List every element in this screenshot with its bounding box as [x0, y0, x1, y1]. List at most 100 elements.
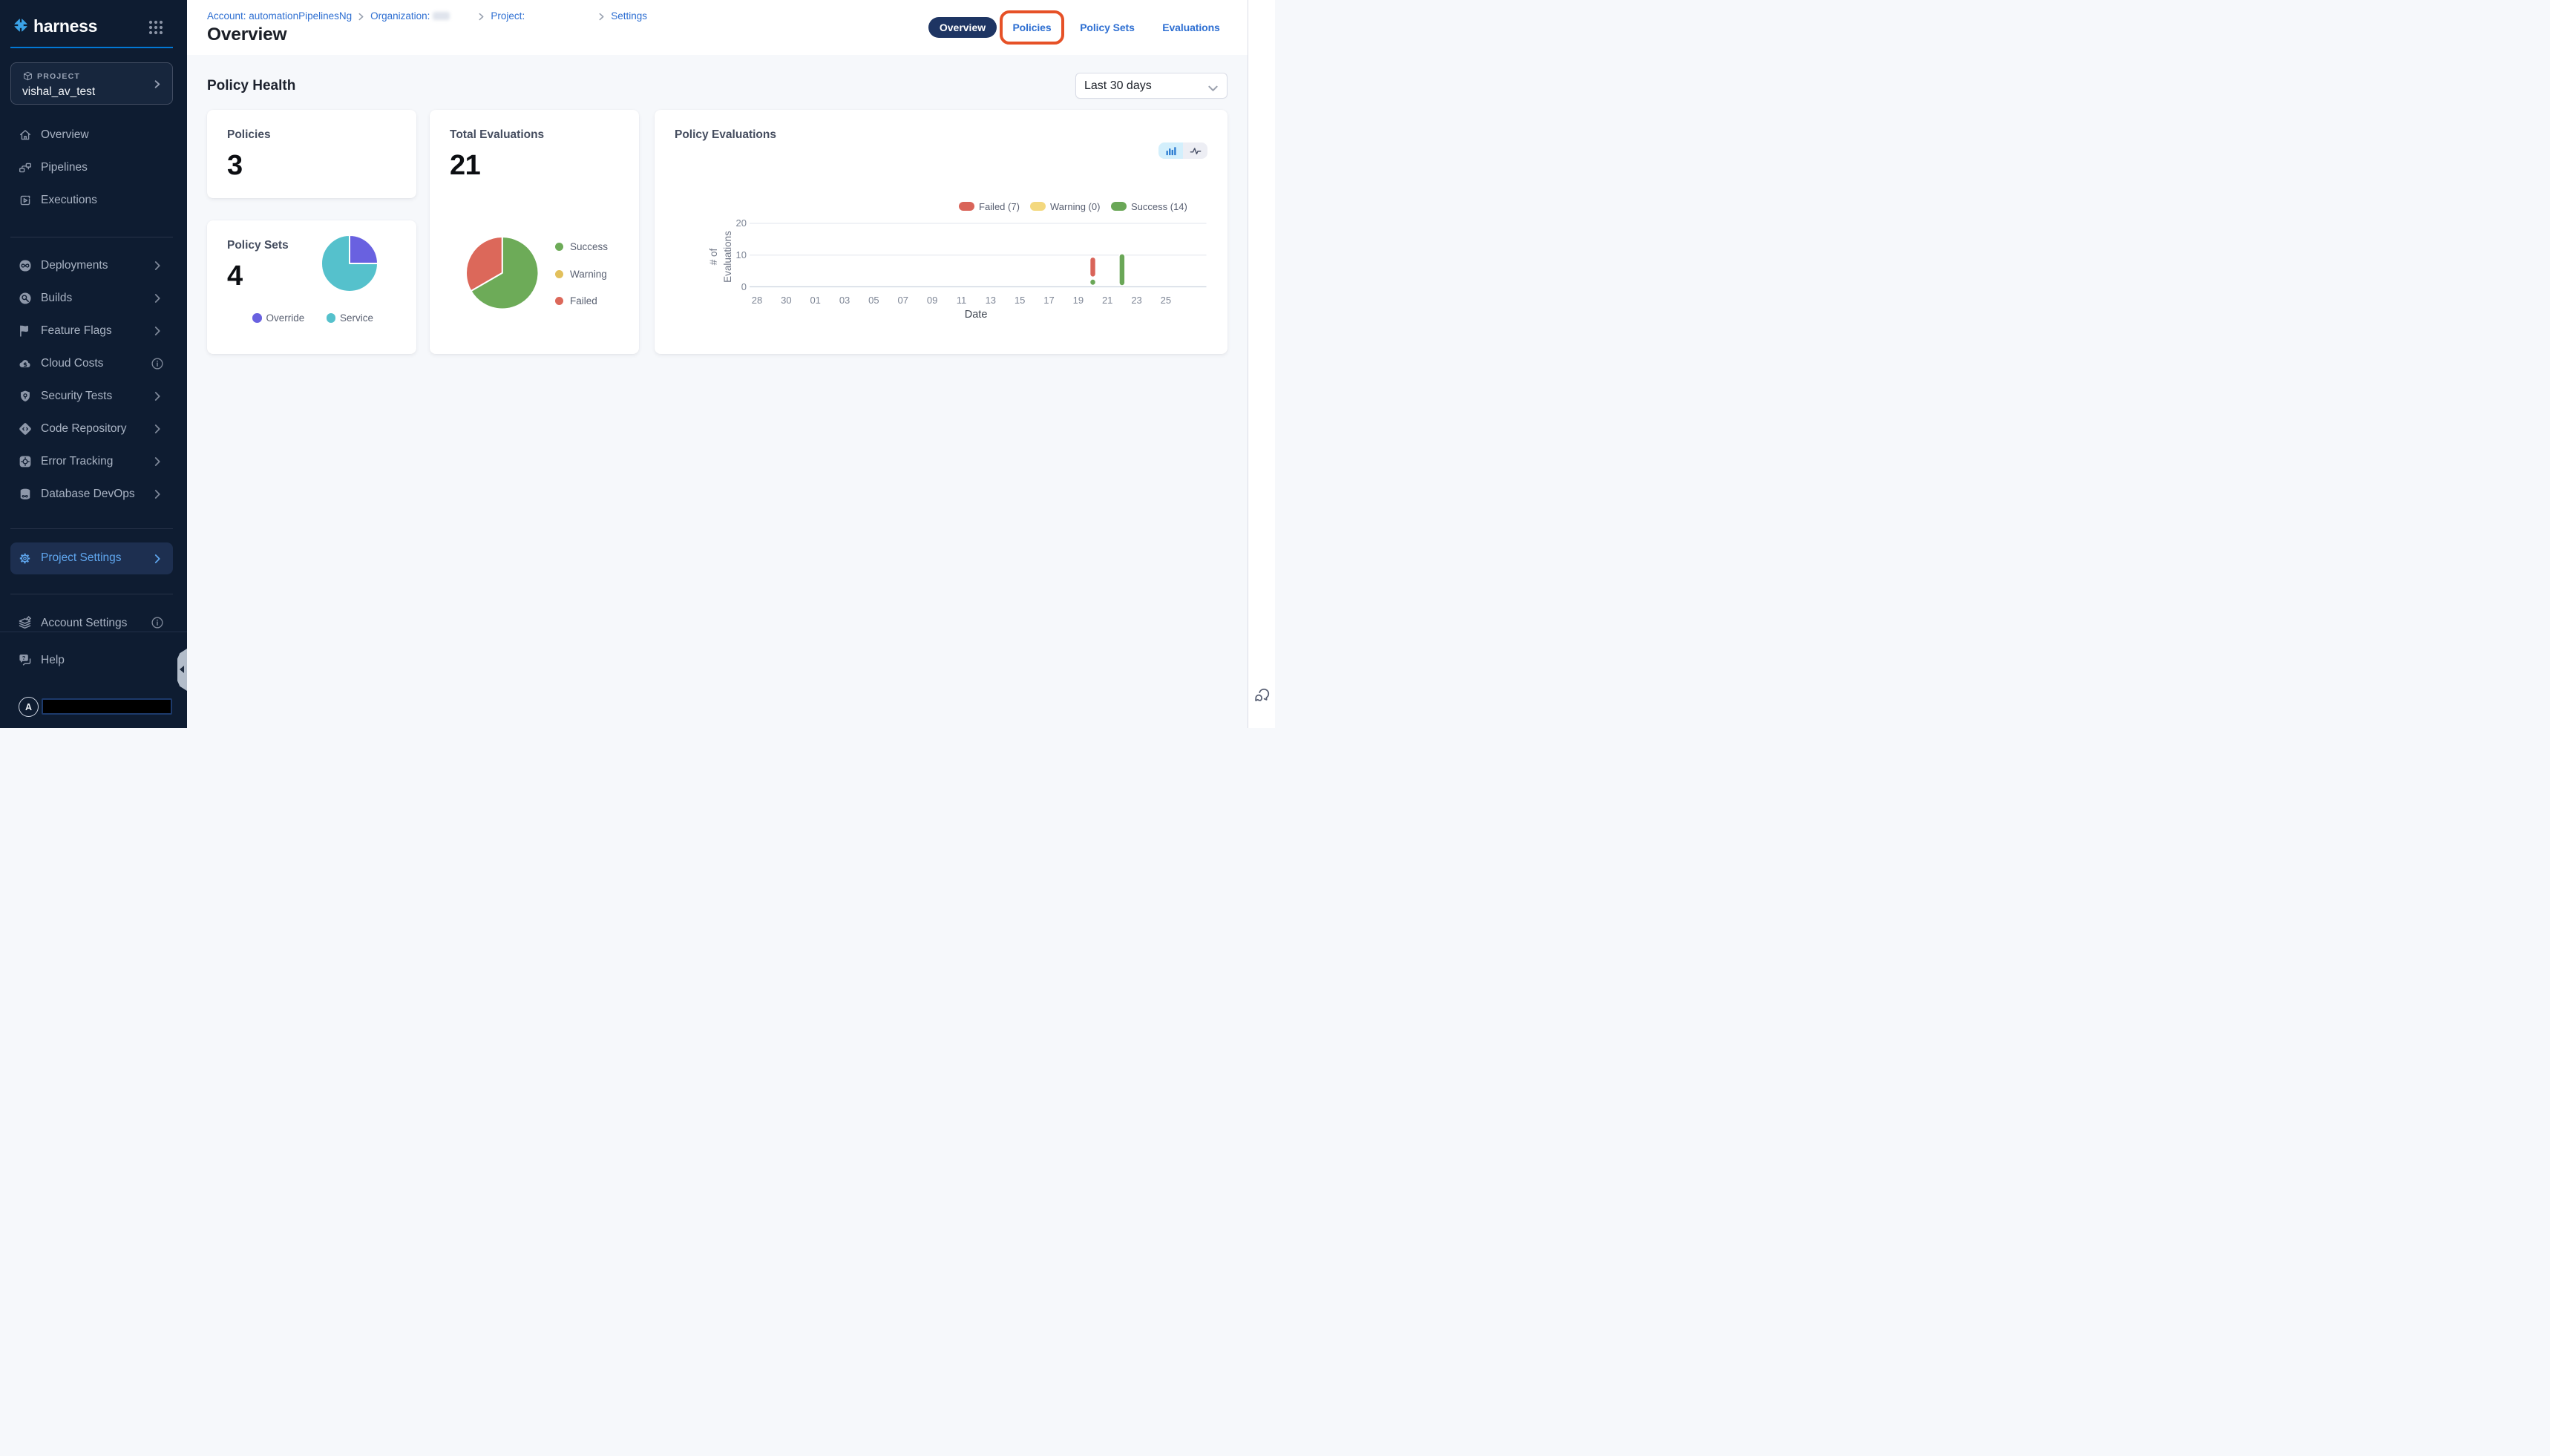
app-grid-icon[interactable] — [148, 19, 164, 36]
total-evaluations-card: Total Evaluations 21 Success Warning Faile… — [430, 110, 639, 354]
line-chart-toggle-button[interactable] — [1183, 142, 1207, 159]
legend-dot — [326, 313, 335, 323]
layers-gear-icon — [18, 616, 32, 630]
sidebar-item-error-tracking[interactable]: Error Tracking — [0, 445, 187, 478]
tab-evaluations[interactable]: Evaluations — [1162, 22, 1220, 33]
x-tick-label: 30 — [781, 295, 792, 306]
legend-item-success[interactable]: Success — [555, 241, 608, 252]
avatar[interactable]: A — [19, 697, 39, 717]
bar-chart-icon — [1166, 146, 1176, 155]
sidebar-item-label: Executions — [41, 194, 97, 206]
sidebar-item-project-settings[interactable]: Project Settings — [10, 542, 173, 574]
legend-item-failed-7-[interactable]: Failed (7) — [959, 200, 1020, 212]
date-range-select[interactable]: Last 30 days — [1075, 73, 1228, 99]
chevron-right-icon — [151, 259, 164, 272]
pipelines-icon — [19, 161, 32, 174]
sidebar-item-label: Deployments — [41, 259, 108, 272]
bar-success-day20 — [1089, 278, 1097, 286]
info-icon — [151, 616, 164, 629]
legend-item-warning[interactable]: Warning — [555, 269, 607, 280]
pie-slice-success — [470, 235, 540, 310]
legend-pill — [1111, 201, 1127, 211]
breadcrumb-chevron-icon — [599, 12, 604, 20]
legend-dot — [555, 297, 563, 305]
legend-item-service[interactable]: Service — [326, 312, 373, 324]
error-tracking-icon — [19, 455, 32, 468]
sidebar-item-label: Code Repository — [41, 422, 127, 435]
legend-label: Override — [266, 312, 305, 324]
chat-bubbles-icon[interactable] — [1253, 688, 1271, 705]
x-tick-label: 21 — [1101, 295, 1113, 306]
sidebar-item-label: Builds — [41, 292, 73, 304]
sidebar-nav-modules: Deployments Builds Feature Flags Cloud Cost… — [0, 249, 187, 511]
pie-slice-service — [321, 234, 378, 292]
sidebar-item-deployments[interactable]: Deployments — [0, 249, 187, 282]
legend-item-override[interactable]: Override — [252, 312, 304, 324]
chevron-right-icon — [151, 390, 164, 403]
sidebar-item-overview[interactable]: Overview — [0, 119, 187, 151]
legend-dot — [555, 269, 563, 278]
gear-icon — [19, 552, 31, 565]
x-tick-label: 25 — [1160, 295, 1172, 306]
sidebar: harness PROJECT vishal_av_test Overview P… — [0, 0, 187, 728]
y-tick-label: 10 — [735, 249, 747, 260]
database-devops-icon — [19, 488, 32, 501]
harness-logo-icon — [11, 16, 30, 35]
sidebar-item-label: Security Tests — [41, 390, 113, 402]
breadcrumb-link[interactable]: Organization: — [370, 10, 430, 22]
x-tick-label: 23 — [1131, 295, 1142, 306]
chart-type-toggle — [1158, 142, 1207, 159]
sidebar-item-database-devops[interactable]: Database DevOps — [0, 478, 187, 511]
y-tick-label: 0 — [741, 281, 747, 292]
x-tick-label: 15 — [1014, 295, 1026, 306]
chevron-right-icon — [151, 488, 164, 501]
breadcrumb-link[interactable]: Settings — [611, 10, 647, 22]
feature-flags-icon — [19, 324, 32, 338]
sidebar-item-help[interactable]: ? Help — [0, 644, 187, 677]
x-tick-label: 13 — [985, 295, 997, 306]
page-header: Account: automationPipelinesNg Organizati… — [187, 0, 1248, 55]
bar-chart-toggle-button[interactable] — [1158, 142, 1183, 159]
x-tick-label: 09 — [926, 295, 938, 306]
legend-label: Failed (7) — [979, 200, 1020, 212]
sidebar-collapse-handle[interactable] — [177, 649, 187, 691]
x-tick-label: 19 — [1072, 295, 1084, 306]
sidebar-item-label: Cloud Costs — [41, 357, 104, 370]
breadcrumb-link[interactable]: Project: — [491, 10, 525, 22]
cube-icon — [24, 71, 32, 81]
legend-pill — [1030, 201, 1046, 211]
user-row: A — [0, 696, 187, 718]
sidebar-item-cloud-costs[interactable]: Cloud Costs — [0, 347, 187, 380]
help-chat-icon: ? — [18, 653, 33, 668]
chevron-right-icon — [151, 552, 164, 565]
page-title: Overview — [207, 24, 287, 45]
legend-item-failed[interactable]: Failed — [555, 295, 597, 306]
legend-item-warning-0-[interactable]: Warning (0) — [1030, 200, 1100, 212]
sidebar-item-account-settings[interactable]: Account Settings — [0, 606, 187, 639]
logo-wordmark: harness — [33, 16, 98, 36]
legend-label: Success — [570, 240, 609, 252]
project-selector[interactable]: PROJECT vishal_av_test — [10, 62, 173, 105]
tab-policy-sets[interactable]: Policy Sets — [1080, 22, 1135, 33]
sidebar-item-executions[interactable]: Executions — [0, 184, 187, 217]
sidebar-item-security-tests[interactable]: Security Tests — [0, 380, 187, 413]
sidebar-item-builds[interactable]: Builds — [0, 282, 187, 315]
policies-card: Policies 3 — [207, 110, 416, 198]
sidebar-item-feature-flags[interactable]: Feature Flags — [0, 315, 187, 347]
x-axis-title: Date — [964, 309, 988, 321]
legend-item-success-14-[interactable]: Success (14) — [1111, 200, 1187, 212]
sidebar-item-code-repository[interactable]: Code Repository — [0, 413, 187, 445]
chevron-right-icon — [151, 292, 164, 305]
legend-label: Success (14) — [1131, 200, 1187, 212]
column-chart-plot — [655, 110, 1228, 354]
breadcrumb-link[interactable]: Account: automationPipelinesNg — [207, 10, 353, 22]
chevron-right-icon — [151, 455, 164, 468]
tab-policies[interactable]: Policies — [1012, 22, 1052, 33]
sidebar-item-pipelines[interactable]: Pipelines — [0, 151, 187, 184]
legend-label: Warning — [570, 268, 607, 280]
sidebar-item-label: Error Tracking — [41, 455, 114, 468]
main-area: Account: automationPipelinesNg Organizati… — [187, 0, 1248, 728]
sidebar-header: harness — [0, 0, 187, 47]
tab-overview[interactable]: Overview — [928, 17, 997, 38]
sidebar-item-label: Overview — [41, 128, 89, 141]
